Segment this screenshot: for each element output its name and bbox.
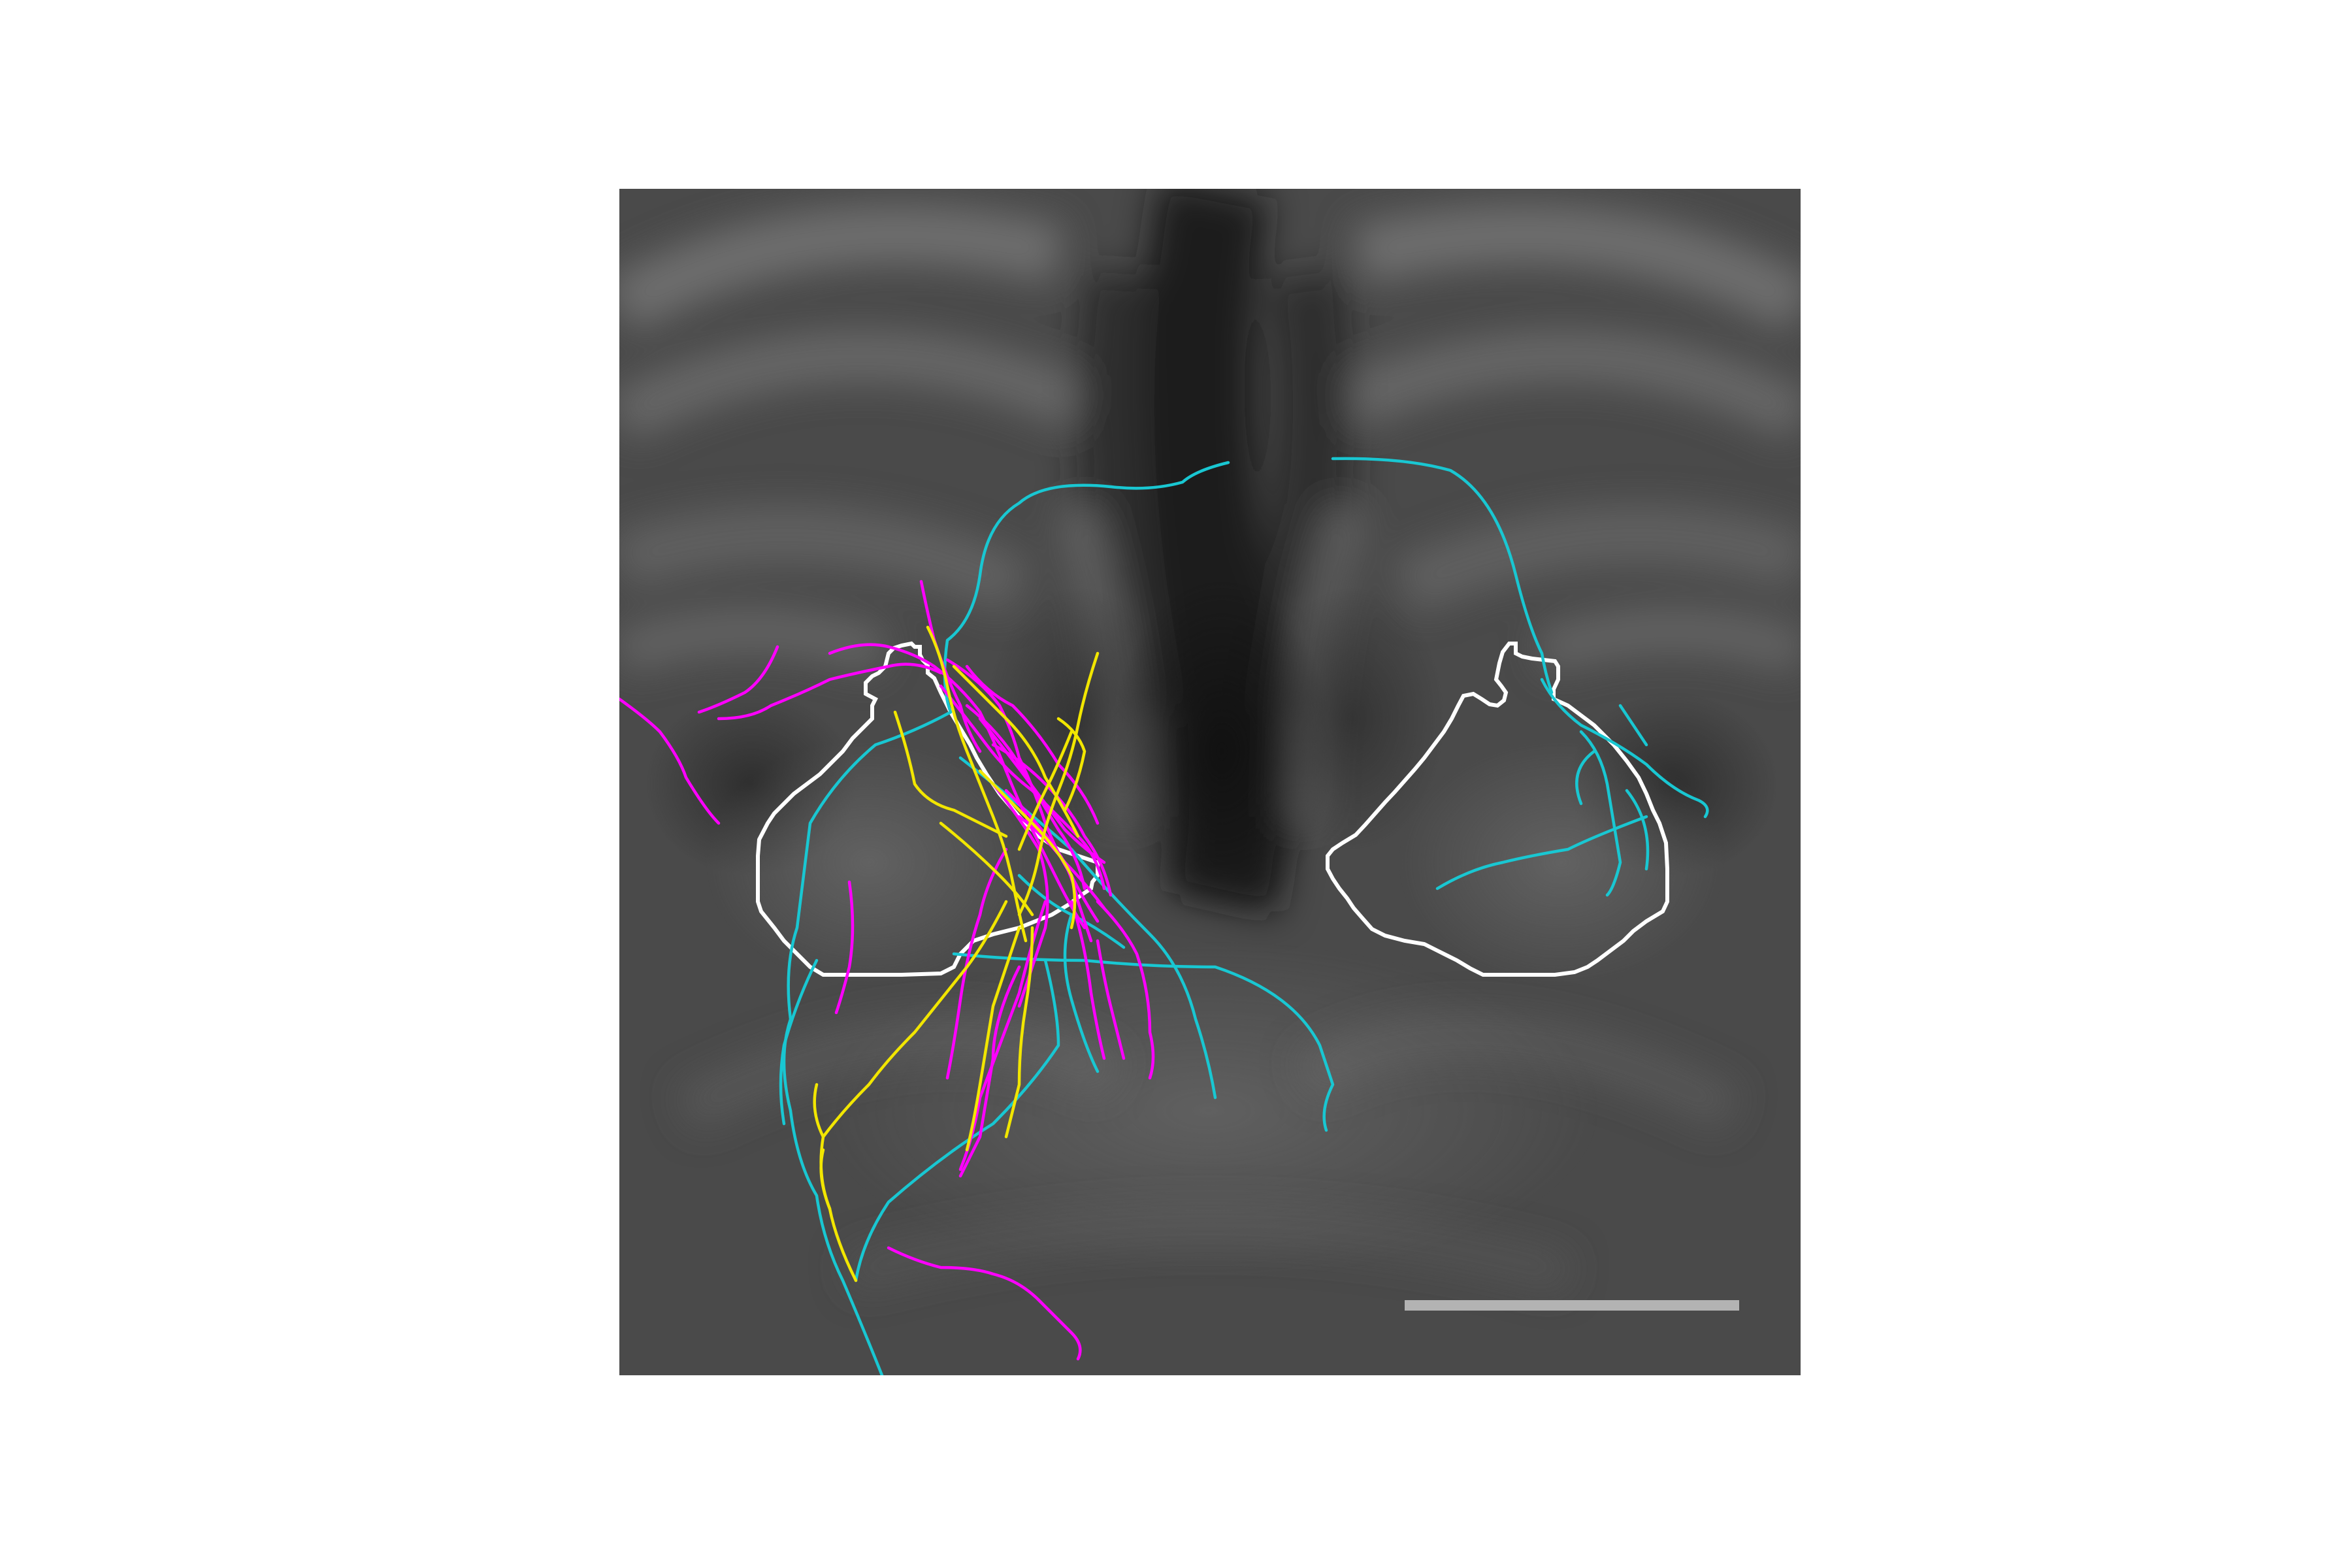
brain-image-panel [619,189,1801,1375]
left-region-outline [756,641,1100,977]
magenta-neuron-trace [619,580,1155,1361]
cyan-neuron-trace [779,457,1709,1375]
scale-bar [1405,1300,1739,1311]
yellow-neuron-trace [813,625,1100,1282]
